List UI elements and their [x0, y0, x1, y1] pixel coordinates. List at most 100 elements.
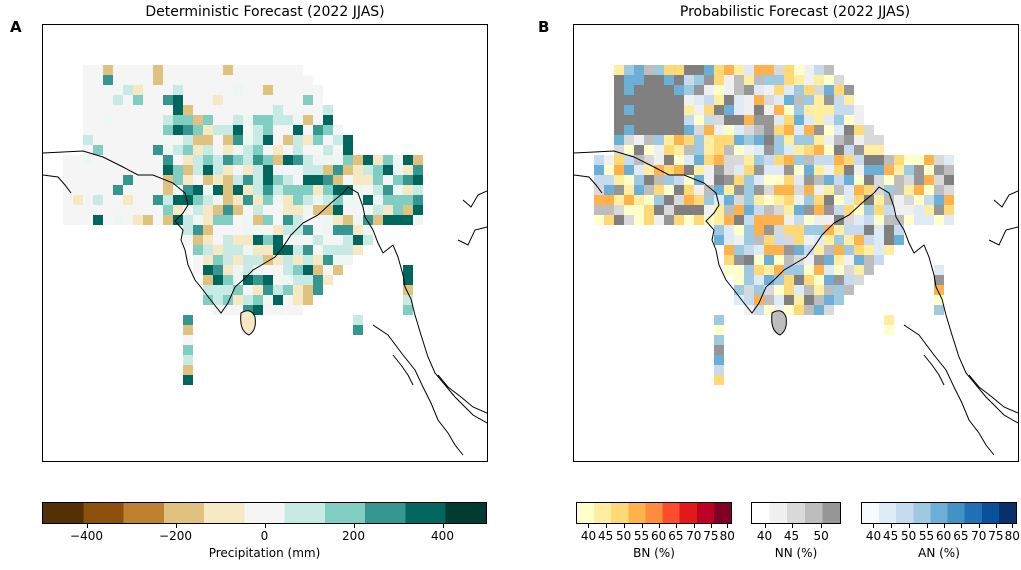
probability-cell [834, 285, 844, 295]
precip-cell [63, 185, 73, 195]
precip-cell [173, 145, 183, 155]
precip-cell [223, 165, 233, 175]
probability-cell [744, 195, 754, 205]
probability-cell [844, 135, 854, 145]
probability-cell [724, 205, 734, 215]
probability-cell [684, 65, 694, 75]
precip-cell [263, 155, 273, 165]
precip-cell [313, 135, 323, 145]
precip-cell [363, 215, 373, 225]
probability-cell [694, 75, 704, 85]
an-tick-mark [908, 524, 910, 528]
precip-cell [263, 205, 273, 215]
precip-cell [183, 215, 193, 225]
probability-cell [814, 215, 824, 225]
probability-cell [924, 175, 934, 185]
probability-cell [594, 175, 604, 185]
probability-cell [854, 105, 864, 115]
precip-cell [163, 85, 173, 95]
probability-cell [914, 165, 924, 175]
precip-cell [123, 125, 133, 135]
precip-cell [153, 215, 163, 225]
probability-cell [704, 195, 714, 205]
probability-cell [704, 145, 714, 155]
precip-cell [403, 165, 413, 175]
precip-cell [173, 125, 183, 135]
probability-cell [934, 265, 944, 275]
precip-cell [283, 215, 293, 225]
probability-cell [814, 195, 824, 205]
probability-cell [744, 85, 754, 95]
probability-cell [724, 195, 734, 205]
precip-cell [143, 125, 153, 135]
precip-cell [153, 165, 163, 175]
probability-cell [824, 85, 834, 95]
probability-cell [594, 185, 604, 195]
precip-colorbar [42, 502, 487, 524]
probability-cell [684, 175, 694, 185]
precip-cell [413, 195, 423, 205]
precip-cell [213, 165, 223, 175]
precip-cell [313, 185, 323, 195]
probability-cell [824, 115, 834, 125]
precip-cell [213, 235, 223, 245]
probability-cell [734, 205, 744, 215]
precip-cell [133, 155, 143, 165]
probability-cell [724, 65, 734, 75]
precip-cell [113, 195, 123, 205]
probability-cell [764, 295, 774, 305]
precip-cell [403, 265, 413, 275]
precip-cell [393, 165, 403, 175]
precip-cell [333, 125, 343, 135]
precip-cell [153, 155, 163, 165]
precip-cell [343, 225, 353, 235]
precip-cell [183, 205, 193, 215]
probability-cell [854, 125, 864, 135]
precip-cell [223, 215, 233, 225]
precip-cell [153, 105, 163, 115]
probability-cell [814, 175, 824, 185]
probability-cell [734, 65, 744, 75]
precip-cell [83, 185, 93, 195]
probability-cell [704, 85, 714, 95]
probability-cell [804, 165, 814, 175]
precip-cell [83, 205, 93, 215]
precip-cell [283, 85, 293, 95]
probability-cell [884, 235, 894, 245]
precip-cell [163, 135, 173, 145]
precip-cell [283, 145, 293, 155]
precip-cell [93, 145, 103, 155]
precip-cell [123, 115, 133, 125]
precip-cell [163, 195, 173, 205]
precip-cell [93, 185, 103, 195]
precip-cell [63, 215, 73, 225]
precip-tick-mark [353, 524, 355, 528]
probability-cell [844, 245, 854, 255]
probability-cell [834, 85, 844, 95]
probability-cell [654, 135, 664, 145]
precip-cell [283, 135, 293, 145]
precip-cell [223, 265, 233, 275]
an-tick-mark [943, 524, 945, 528]
probability-cell [694, 175, 704, 185]
probability-cell [684, 125, 694, 135]
probability-cell [844, 85, 854, 95]
probability-cell [774, 275, 784, 285]
precip-cell [323, 145, 333, 155]
probability-cell [944, 185, 954, 195]
probability-cell [844, 185, 854, 195]
precip-cell [223, 295, 233, 305]
probability-cell [714, 75, 724, 85]
precip-cell [403, 185, 413, 195]
precip-cell [363, 185, 373, 195]
probability-cell [734, 275, 744, 285]
probability-cell [634, 115, 644, 125]
precip-cell [183, 315, 193, 325]
probability-cell [714, 215, 724, 225]
precip-cell [303, 165, 313, 175]
precip-cell [283, 285, 293, 295]
probability-cell [614, 205, 624, 215]
probability-cell [714, 365, 724, 375]
precip-cell [223, 225, 233, 235]
bn-tick-mark [588, 524, 590, 528]
